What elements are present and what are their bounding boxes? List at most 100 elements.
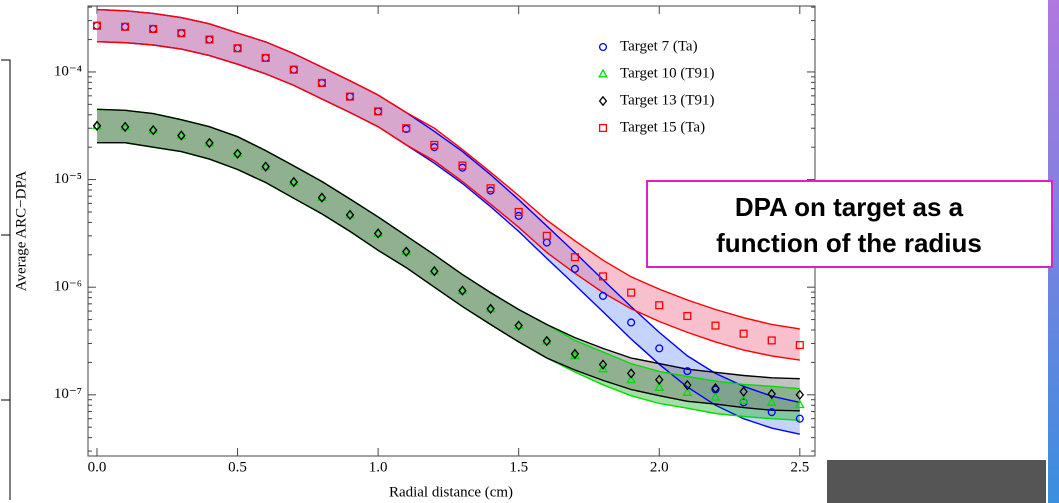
legend-label: Target 7 (Ta) [620,38,698,54]
marker [402,124,411,133]
marker [374,107,383,116]
marker [682,387,693,396]
legend-label: Target 13 (T91) [620,92,714,108]
marker [542,335,552,347]
marker [148,124,158,136]
y-tick-label: 10⁻⁴ [54,63,82,79]
annotation-box [646,180,1053,268]
marker [92,120,102,132]
band-fill [97,9,800,361]
marker [767,408,776,417]
marker [204,137,215,147]
marker [120,121,131,131]
marker [317,78,326,88]
marker [261,161,270,172]
marker [767,388,776,400]
marker [598,272,608,281]
marker [429,265,440,275]
marker [232,148,243,158]
x-tick-label: 1.0 [369,459,388,475]
marker [261,53,270,62]
legend-marker [598,68,608,78]
x-tick-label: 2.5 [790,459,809,475]
legend-label: Target 15 (Ta) [620,119,705,135]
marker [92,21,102,30]
marker [289,65,298,74]
legend-marker [598,123,608,133]
marker [794,399,805,409]
marker [598,363,608,373]
marker [626,368,636,379]
x-axis-label: Radial distance (cm) [389,484,513,500]
marker [177,29,186,38]
legend-marker [598,95,608,107]
marker [401,246,412,256]
marker [317,192,327,203]
marker [486,184,495,193]
marker [711,321,720,330]
marker [711,383,720,394]
marker [148,124,159,134]
band-edge [96,108,800,380]
marker [795,389,805,401]
marker [654,382,665,391]
x-tick-label: 2.0 [650,459,669,475]
marker [177,130,186,141]
marker [485,303,496,313]
marker [430,140,439,149]
marker [260,161,271,171]
marker [655,301,664,310]
marker [345,209,355,221]
x-tick-label: 0.0 [88,459,107,475]
marker [710,391,721,401]
marker [120,121,130,133]
side-strip [1048,0,1059,503]
marker [570,348,580,360]
annotation: DPA on target as a function of the radiu… [646,180,1053,268]
legend-label: Target 10 (T91) [620,65,714,81]
band-edge [96,41,800,361]
legend-marker [598,42,608,52]
marker [289,176,299,188]
marker [345,92,355,101]
marker [683,367,692,376]
marker [457,285,468,295]
marker [458,161,467,170]
marker [92,120,102,130]
marker [738,394,749,404]
marker [570,264,579,273]
marker [795,414,804,423]
marker [683,311,692,321]
marker [486,303,495,315]
marker [176,130,187,139]
marker [458,285,467,296]
marker [627,318,636,327]
prev-slide-edge [1,59,11,500]
marker [430,265,439,277]
marker [570,253,579,262]
y-tick-label: 10⁻⁵ [54,171,82,187]
annotation-line: function of the radius [716,228,982,258]
y-tick-label: 10⁻⁷ [54,386,82,402]
marker [542,231,551,240]
band-edge [97,142,800,412]
band-fill [97,9,800,435]
marker [655,344,664,353]
x-tick-label: 1.5 [509,459,528,475]
marker [766,397,777,406]
marker [233,44,242,53]
corner-texture [827,460,1046,503]
marker [316,192,327,202]
marker [513,320,524,330]
marker [205,35,214,44]
marker [149,24,158,33]
marker [541,335,552,345]
marker [121,22,130,31]
marker [739,386,748,397]
marker [627,288,636,297]
y-axis-label: Average ARC−DPA [13,171,29,292]
marker [598,291,608,300]
marker [288,176,299,186]
marker [402,246,411,257]
